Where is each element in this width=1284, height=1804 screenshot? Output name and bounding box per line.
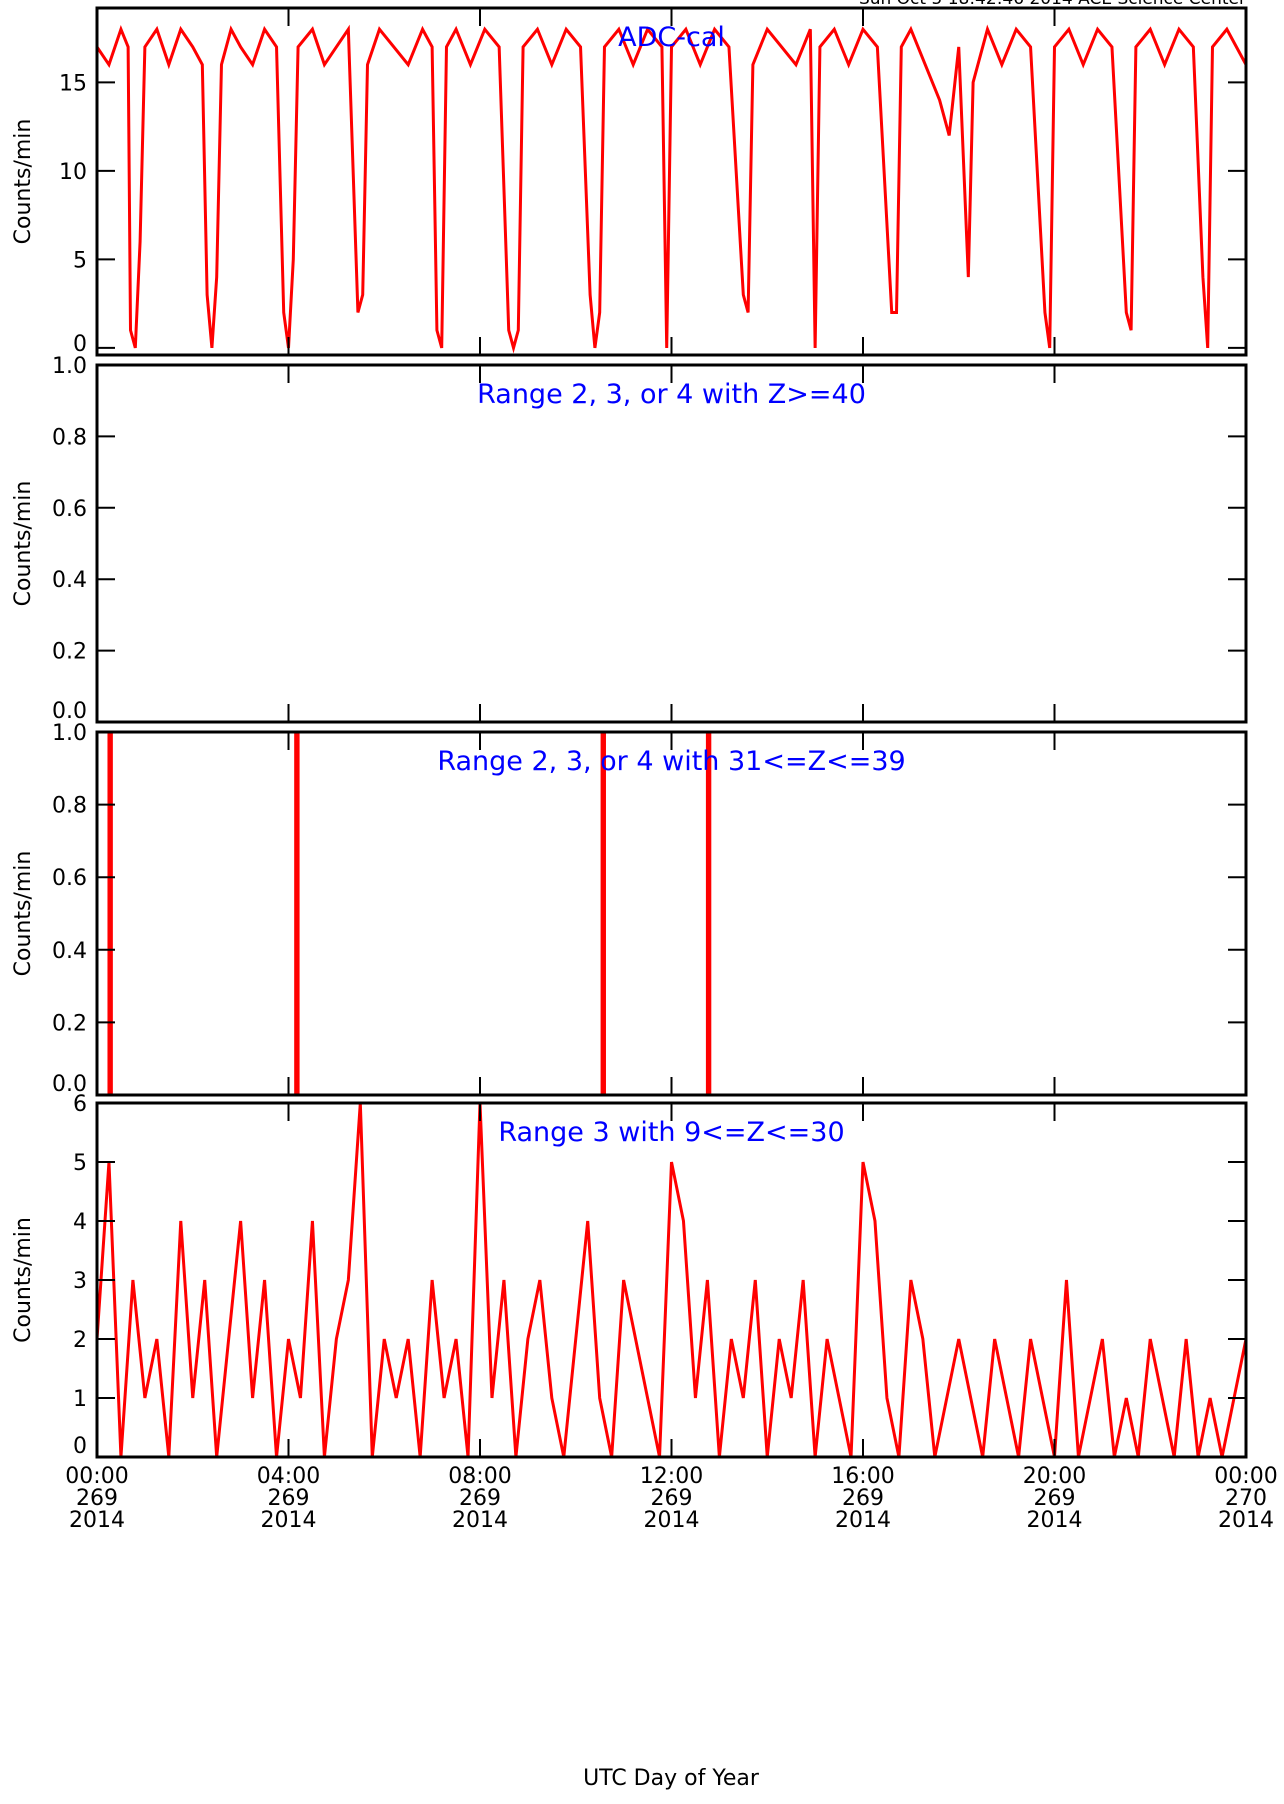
y-axis-label: Counts/min <box>11 481 36 607</box>
panel-title: Range 2, 3, or 4 with 31<=Z<=39 <box>437 746 905 777</box>
x-tick-label: 08:00 <box>448 1464 511 1489</box>
x-tick-label: 20:00 <box>1023 1464 1086 1489</box>
x-tick-year: 2014 <box>1218 1508 1274 1533</box>
y-tick-label: 4 <box>73 1210 87 1235</box>
y-tick-label: 15 <box>59 71 87 96</box>
y-tick-label: 0.6 <box>52 497 87 522</box>
x-axis-label: UTC Day of Year <box>583 1766 760 1791</box>
y-tick-label: 0.0 <box>52 1072 87 1097</box>
y-tick-label: 0.8 <box>52 794 87 819</box>
y-tick-label: 0.2 <box>52 640 87 665</box>
plot-frame <box>95 363 1248 724</box>
y-tick-label: 0 <box>73 1434 87 1459</box>
x-tick-label: 12:00 <box>640 1464 703 1489</box>
panel-title: Range 3 with 9<=Z<=30 <box>498 1117 844 1148</box>
y-tick-label: 6 <box>73 1092 87 1117</box>
panel-title: Range 2, 3, or 4 with Z>=40 <box>477 379 866 410</box>
x-tick-day: 269 <box>268 1486 310 1511</box>
data-line <box>97 1103 1246 1457</box>
y-tick-label: 0.4 <box>52 939 87 964</box>
x-tick-year: 2014 <box>835 1508 891 1533</box>
y-tick-label: 1.0 <box>52 721 87 746</box>
x-tick-label: 00:00 <box>1214 1464 1277 1489</box>
y-axis-label: Counts/min <box>11 1217 36 1343</box>
y-tick-label: 3 <box>73 1269 87 1294</box>
x-tick-label: 00:00 <box>65 1464 128 1489</box>
y-tick-label: 10 <box>59 160 87 185</box>
x-tick-year: 2014 <box>452 1508 508 1533</box>
x-tick-year: 2014 <box>69 1508 125 1533</box>
y-tick-label: 0.0 <box>52 699 87 724</box>
y-tick-label: 0 <box>73 332 87 357</box>
x-tick-day: 269 <box>1034 1486 1076 1511</box>
x-tick-year: 2014 <box>644 1508 700 1533</box>
y-axis-label: Counts/min <box>11 851 36 977</box>
x-tick-day: 269 <box>842 1486 884 1511</box>
y-tick-label: 1.0 <box>52 354 87 379</box>
y-tick-label: 0.2 <box>52 1011 87 1036</box>
y-tick-label: 0.6 <box>52 866 87 891</box>
x-tick-day: 269 <box>651 1486 693 1511</box>
x-tick-label: 16:00 <box>831 1464 894 1489</box>
panel-title: ADC-cal <box>618 22 725 53</box>
y-tick-label: 0.8 <box>52 425 87 450</box>
x-tick-day: 269 <box>76 1486 118 1511</box>
y-tick-label: 2 <box>73 1328 87 1353</box>
x-tick-day: 270 <box>1225 1486 1267 1511</box>
y-axis-label: Counts/min <box>11 119 36 245</box>
x-tick-year: 2014 <box>261 1508 317 1533</box>
x-tick-label: 04:00 <box>257 1464 320 1489</box>
y-tick-label: 0.4 <box>52 568 87 593</box>
y-tick-label: 1 <box>73 1387 87 1412</box>
timestamp: Sun Oct 5 18:42:46 2014 ACE Science Cent… <box>859 0 1246 9</box>
data-line <box>97 732 1246 1095</box>
y-tick-label: 5 <box>73 1151 87 1176</box>
x-tick-year: 2014 <box>1027 1508 1083 1533</box>
plot-frame <box>95 730 1248 1097</box>
x-tick-day: 269 <box>459 1486 501 1511</box>
y-tick-label: 5 <box>73 248 87 273</box>
data-line <box>97 24 1246 354</box>
